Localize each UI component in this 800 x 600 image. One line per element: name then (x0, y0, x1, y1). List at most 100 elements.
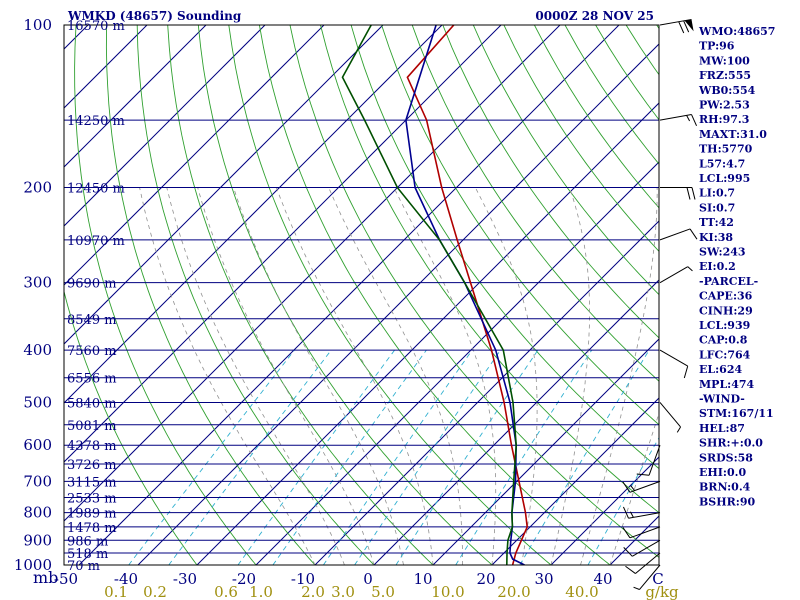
pressure-axis-label: mb (33, 568, 58, 587)
mixing-ratio-label: 40.0 (565, 583, 598, 600)
index-entry: MPL:474 (699, 378, 755, 391)
wind-barb-staff (629, 526, 661, 539)
isotherm-line (64, 25, 502, 463)
isotherm-line (64, 25, 266, 227)
height-label: 9690 m (67, 277, 117, 292)
height-label: 4378 m (67, 439, 117, 454)
wind-barb-staff (629, 480, 661, 493)
isotherm-line (64, 25, 207, 168)
index-entry: EHI:0.0 (699, 466, 746, 479)
wind-barb-full (683, 365, 689, 379)
wind-barb (623, 539, 661, 557)
dewpoint-line (341, 25, 518, 565)
wind-barb-full (689, 228, 698, 240)
series-layer (341, 25, 529, 565)
isotherm-line (314, 220, 659, 565)
wind-barb (659, 402, 681, 433)
mixing-ratio-label: 3.0 (331, 583, 355, 600)
plot-frame (63, 24, 660, 566)
wind-barb-full (691, 187, 696, 200)
isotherm-line (64, 25, 443, 404)
height-label: 1989 m (67, 507, 117, 522)
height-label: 12450 m (67, 182, 125, 197)
height-label: 5840 m (67, 396, 117, 411)
moist-adiabat (233, 187, 404, 565)
height-label: 986 m (67, 534, 108, 549)
wind-barb (659, 18, 694, 34)
wind-barb (622, 526, 661, 539)
wind-barb (622, 506, 661, 519)
index-entry: SRDS:58 (699, 451, 753, 464)
wind-barb (622, 480, 661, 493)
pressure-tick-label: 800 (23, 504, 52, 522)
mixing-ratio-label: 0.1 (104, 583, 128, 600)
index-entry: LFC:764 (699, 348, 751, 361)
wind-barb-half (630, 485, 636, 491)
isotherm-line (78, 25, 620, 565)
wind-barb (660, 187, 696, 200)
moist-adiabat (609, 412, 659, 565)
height-label: 3115 m (67, 475, 117, 490)
wind-barb-staff (659, 228, 691, 241)
wind-barb-full (683, 20, 690, 33)
index-entry: RH:97.3 (699, 113, 749, 126)
wind-barb-staff (632, 539, 661, 557)
pressure-tick-label: 200 (23, 179, 52, 197)
wind-barb-full (686, 187, 691, 200)
index-entry: EI:0.2 (699, 260, 736, 273)
height-label: 10970 m (67, 234, 125, 249)
index-entry: SW:243 (699, 246, 746, 259)
wind-barb (659, 266, 693, 284)
isotherm-line (196, 102, 659, 565)
index-entry: CINH:29 (699, 304, 753, 317)
pressure-tick-label: 300 (23, 274, 52, 292)
mixing-ratio-label: 0.2 (143, 583, 167, 600)
temperature-tick-label: C (652, 570, 663, 588)
isotherm-line (64, 25, 384, 345)
isotherm-line (491, 397, 659, 565)
temperature-tick-label: -20 (232, 570, 256, 588)
index-entry: EL:624 (699, 363, 742, 376)
mixing-ratio-label: 1.0 (249, 583, 273, 600)
isotherm-line (137, 43, 659, 565)
wind-barb (659, 349, 689, 379)
mixing-ratio-label: 2.0 (301, 583, 325, 600)
index-entry: MW:100 (699, 54, 750, 67)
height-label: 3726 m (67, 458, 117, 473)
pressure-tick-label: 1000 (14, 556, 52, 574)
temperature-tick-label: -40 (114, 570, 138, 588)
wind-barb (636, 445, 661, 476)
wind-barb-half (687, 266, 693, 272)
index-entry: -PARCEL- (699, 275, 758, 288)
wind-barb-pennant (684, 19, 694, 32)
wind-barb (659, 114, 698, 127)
wind-barb-staff (659, 114, 692, 121)
mixing-ratio-label: g/kg (645, 583, 679, 600)
wind-barb-half (633, 586, 640, 590)
temperature-tick-label: 20 (476, 570, 495, 588)
temperature-tick-label: 10 (413, 570, 432, 588)
index-entry: STM:167/11 (699, 407, 774, 420)
mixing-ratio-label: 20.0 (497, 583, 530, 600)
wind-barb-full (678, 21, 685, 34)
wind-barb-full (625, 565, 636, 574)
moist-adiabat (580, 187, 658, 565)
wind-barb-column (622, 18, 698, 590)
height-label: 16570 m (67, 19, 125, 34)
index-entry: CAP:0.8 (699, 334, 748, 347)
wind-barb-staff (628, 512, 661, 519)
isotherm-line (64, 25, 325, 286)
isobar-layer (64, 24, 659, 566)
temperature-tick-label: 0 (363, 570, 373, 588)
wind-barb (633, 564, 661, 590)
wind-barb-full (622, 506, 629, 519)
pressure-tick-label: 900 (23, 531, 52, 549)
index-entry: LI:0.7 (699, 187, 735, 200)
mixing-ratio-label: 5.0 (371, 583, 395, 600)
index-entry: -WIND- (699, 393, 745, 406)
index-entry: PW:2.53 (699, 99, 750, 112)
height-label: 8549 m (67, 313, 117, 328)
index-entry: HEL:87 (699, 422, 745, 435)
pressure-tick-label: 700 (23, 472, 52, 490)
